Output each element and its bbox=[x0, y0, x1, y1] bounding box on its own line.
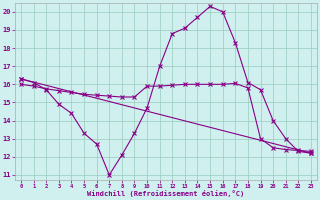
X-axis label: Windchill (Refroidissement éolien,°C): Windchill (Refroidissement éolien,°C) bbox=[87, 190, 244, 197]
